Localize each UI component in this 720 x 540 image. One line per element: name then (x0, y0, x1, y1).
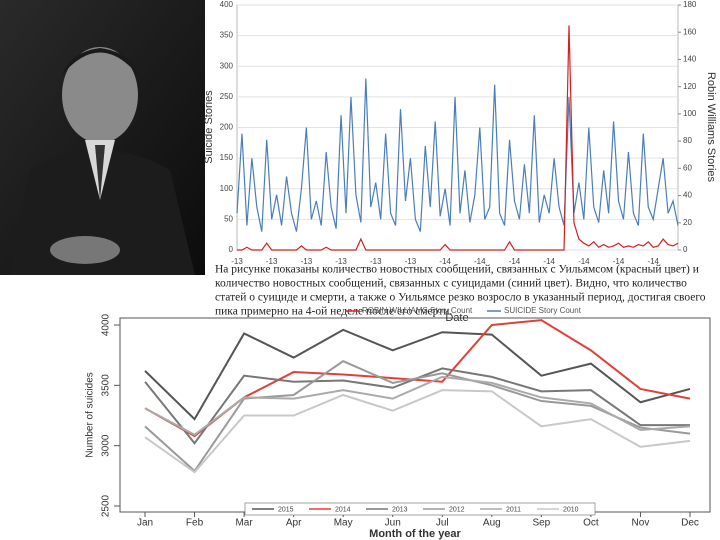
legend-label: 2012 (449, 506, 465, 513)
series-line (144, 360, 691, 473)
x-tick-label: -13 (266, 257, 278, 266)
x-tick-label: Oct (583, 518, 599, 529)
series-line (144, 328, 691, 421)
y-tick-label: 250 (220, 92, 234, 101)
y-tick-label: 100 (220, 184, 234, 193)
y-tick-label: 150 (220, 153, 234, 162)
caption-line: статей о суициде и смерти, а также о Уил… (215, 292, 706, 304)
x-tick-label: Mar (235, 518, 253, 529)
legend-label: 2014 (335, 506, 351, 513)
y2-tick-label: 60 (683, 163, 692, 172)
x-tick-label: Jun (385, 518, 401, 529)
y2-tick-label: 0 (683, 245, 688, 254)
series-line (144, 375, 691, 436)
x-tick-label: -14 (613, 257, 625, 266)
legend-label: SUICIDE Story Count (504, 306, 582, 315)
x-tick-label: Aug (483, 518, 501, 529)
legend-label: 2013 (392, 506, 408, 513)
legend-label: 2010 (563, 506, 579, 513)
series-line (237, 25, 679, 251)
y-tick-label: 200 (220, 123, 234, 132)
y-tick-label: 400 (220, 0, 234, 9)
caption-line: количество новостных сообщений, связанны… (215, 278, 687, 290)
plot-frame (119, 317, 711, 513)
y-tick-label: 0 (229, 245, 234, 254)
y-axis-label: Number of suicides (85, 372, 96, 458)
x-tick-label: -13 (335, 257, 347, 266)
caption: На рисунке показаны количество новостных… (215, 264, 706, 318)
legend-box (244, 502, 596, 516)
y-tick-label: 2500 (101, 494, 112, 517)
x-tick-label: -14 (647, 257, 659, 266)
y2-tick-label: 40 (683, 191, 692, 200)
x-tick-label: -14 (509, 257, 521, 266)
x-tick-label: -14 (578, 257, 590, 266)
y-tick-label: 50 (224, 214, 233, 223)
x-axis-label: Date (445, 312, 468, 324)
y-tick-label: 3500 (101, 374, 112, 397)
y2-tick-label: 140 (683, 55, 697, 64)
x-axis-label: Month of the year (369, 528, 461, 540)
x-tick-label: Apr (286, 518, 302, 529)
y2-tick-label: 80 (683, 136, 692, 145)
y2-axis-label: Robin Williams Stories (705, 72, 717, 183)
x-tick-label: -14 (474, 257, 486, 266)
x-tick-label: -13 (231, 257, 243, 266)
caption-line: На рисунке показаны количество новостных… (215, 264, 699, 276)
x-tick-label: -14 (543, 257, 555, 266)
y-tick-label: 300 (220, 61, 234, 70)
x-tick-label: Feb (186, 518, 204, 529)
portrait-photo (0, 0, 205, 275)
y-tick-label: 4000 (101, 313, 112, 336)
legend-label: ROBIN WILLIAMS Story Count (362, 306, 473, 315)
y2-tick-label: 160 (683, 27, 697, 36)
x-tick-label: Nov (632, 518, 650, 529)
y-axis-label: Suicide Stories (203, 90, 215, 164)
legend-label: 2011 (506, 506, 521, 513)
y2-tick-label: 180 (683, 0, 697, 9)
x-tick-label: -13 (405, 257, 417, 266)
x-tick-label: -13 (370, 257, 382, 266)
series-line (144, 389, 691, 474)
y-tick-label: 350 (220, 31, 234, 40)
y-tick-label: 3000 (101, 434, 112, 457)
x-tick-label: -14 (439, 257, 451, 266)
y2-tick-label: 100 (683, 109, 697, 118)
y2-tick-label: 120 (683, 82, 697, 91)
caption-line: пика примерно на 4-ой неделе после его с… (215, 306, 452, 318)
x-tick-label: May (334, 518, 353, 529)
x-tick-label: Jul (436, 518, 449, 529)
series-line (236, 78, 679, 232)
x-tick-label: Sep (532, 518, 550, 529)
legend-label: 2015 (278, 506, 294, 513)
x-tick-label: Dec (681, 518, 699, 529)
x-tick-label: -13 (301, 257, 313, 266)
y2-tick-label: 20 (683, 218, 692, 227)
x-tick-label: Jan (137, 518, 153, 529)
